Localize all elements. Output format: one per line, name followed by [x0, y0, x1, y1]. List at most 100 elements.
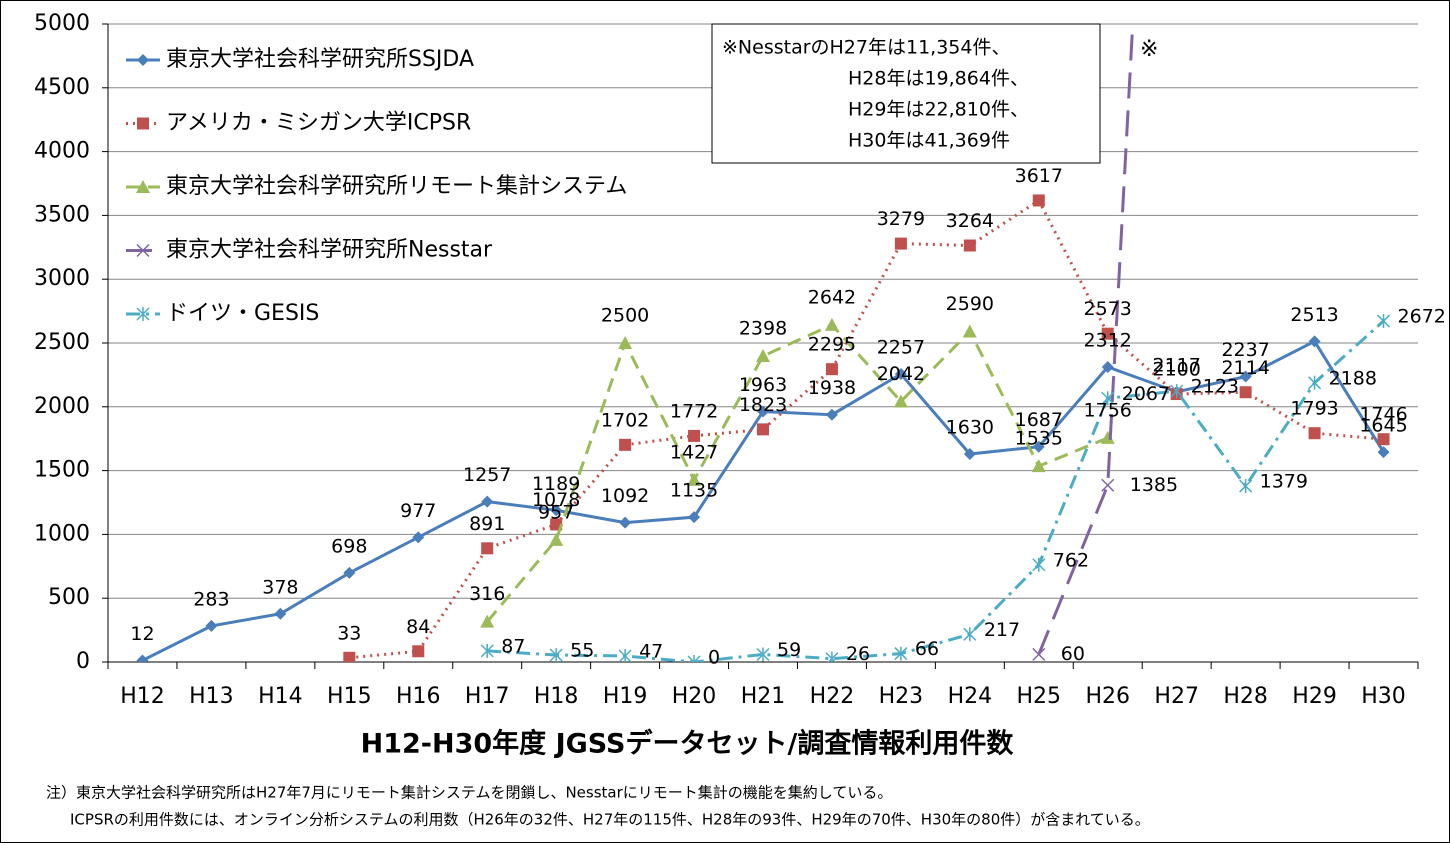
- marker: [687, 655, 701, 662]
- note: 注）東京大学社会科学研究所はH27年7月にリモート集計システムを閉鎖し、Ness…: [46, 784, 892, 802]
- y-tick-label: 3500: [34, 202, 90, 227]
- x-tick-label: H15: [327, 684, 372, 709]
- data-label: 66: [915, 638, 939, 660]
- x-tick-label: H24: [948, 684, 993, 709]
- series-line: [1037, 24, 1135, 655]
- legend-label: アメリカ・ミシガン大学ICPSR: [166, 111, 471, 136]
- marker: [1239, 370, 1252, 383]
- data-label: 1427: [670, 441, 718, 463]
- x-tick-label: H19: [603, 684, 648, 709]
- plot: [136, 24, 1391, 662]
- marker: [618, 649, 632, 662]
- data-label: 1702: [601, 409, 649, 431]
- data-label: 1630: [946, 417, 994, 439]
- marker: [894, 368, 907, 381]
- marker: [894, 646, 908, 661]
- y-tick-label: 2500: [34, 330, 90, 355]
- marker: [963, 627, 977, 642]
- data-label: 1756: [1084, 399, 1132, 421]
- marker: [1308, 427, 1321, 440]
- marker: [412, 531, 425, 544]
- data-label: 1092: [601, 485, 649, 507]
- marker: [136, 180, 150, 193]
- legend-label: ドイツ・GESIS: [166, 301, 319, 326]
- data-label: 2573: [1084, 298, 1132, 320]
- data-label: 1772: [670, 400, 718, 422]
- marker: [1032, 440, 1045, 453]
- marker: [136, 307, 150, 321]
- marker: [481, 542, 494, 555]
- data-label: 1938: [808, 377, 856, 399]
- data-label: 1385: [1130, 474, 1178, 496]
- marker: [1239, 479, 1253, 494]
- data-label: 87: [501, 635, 525, 657]
- legend-label: 東京大学社会科学研究所Nesstar: [166, 238, 493, 263]
- data-label: 12: [130, 623, 154, 645]
- marker: [688, 429, 701, 442]
- marker: [756, 349, 770, 363]
- marker: [343, 651, 356, 662]
- data-label: 1257: [463, 464, 511, 486]
- data-label: 1135: [670, 480, 718, 502]
- data-label: 2398: [739, 318, 787, 340]
- marker: [963, 448, 976, 461]
- marker: [412, 645, 425, 658]
- data-label: 2114: [1221, 357, 1269, 379]
- marker: [1308, 335, 1321, 348]
- data-label: 55: [570, 639, 594, 661]
- marker: [825, 408, 838, 421]
- data-label: 1793: [1290, 398, 1338, 420]
- data-label: 3617: [1015, 165, 1063, 187]
- marker: [1376, 314, 1391, 329]
- marker: [757, 423, 769, 436]
- y-tick-label: 2000: [34, 394, 90, 419]
- marker: [205, 619, 218, 632]
- data-label: 2117: [1153, 354, 1201, 376]
- marker: [137, 54, 149, 66]
- y-tick-label: 0: [76, 649, 90, 674]
- marker: [756, 647, 770, 662]
- data-label: 2123: [1191, 376, 1239, 398]
- marker: [619, 438, 632, 451]
- data-label: 2672: [1398, 306, 1446, 328]
- x-tick-label: H23: [879, 684, 924, 709]
- data-label: 2257: [877, 337, 925, 359]
- x-tick-label: H14: [258, 684, 303, 709]
- data-label: 26: [846, 643, 870, 665]
- note: ICPSRの利用件数には、オンライン分析システムの利用数（H26年の32件、H2…: [70, 811, 1150, 829]
- marker: [1308, 375, 1322, 390]
- marker: [1032, 647, 1046, 661]
- marker: [1101, 391, 1115, 406]
- y-tick-label: 4500: [34, 75, 90, 100]
- y-tick-label: 500: [48, 585, 90, 610]
- data-label: 2500: [601, 305, 649, 327]
- series-line: [486, 323, 1109, 623]
- y-tick-label: 5000: [34, 11, 90, 36]
- data-label: 2237: [1221, 339, 1269, 361]
- x-tick-label: H29: [1292, 684, 1337, 709]
- data-label: 283: [193, 588, 229, 610]
- marker: [480, 614, 495, 628]
- data-label: 2513: [1290, 304, 1338, 326]
- marker: [136, 654, 149, 662]
- legend-label: 東京大学社会科学研究所SSJDA: [166, 47, 474, 72]
- data-label: 1687: [1015, 409, 1063, 431]
- data-label: 1746: [1359, 404, 1407, 426]
- x-tick-label: H13: [189, 684, 234, 709]
- data-label: 2067: [1122, 383, 1170, 405]
- y-tick-label: 1500: [34, 458, 90, 483]
- x-tick-label: H16: [396, 684, 441, 709]
- y-tick-label: 1000: [34, 521, 90, 546]
- marker: [1101, 478, 1115, 492]
- marker: [550, 504, 563, 517]
- data-label: 1078: [532, 489, 580, 511]
- marker: [688, 511, 701, 524]
- data-label: 1645: [1359, 415, 1407, 437]
- y-tick-label: 4000: [34, 139, 90, 164]
- data-label: 762: [1053, 549, 1089, 571]
- marker: [1100, 430, 1115, 444]
- marker: [1377, 433, 1390, 446]
- data-label: 2295: [808, 334, 856, 356]
- data-label: 977: [400, 500, 436, 522]
